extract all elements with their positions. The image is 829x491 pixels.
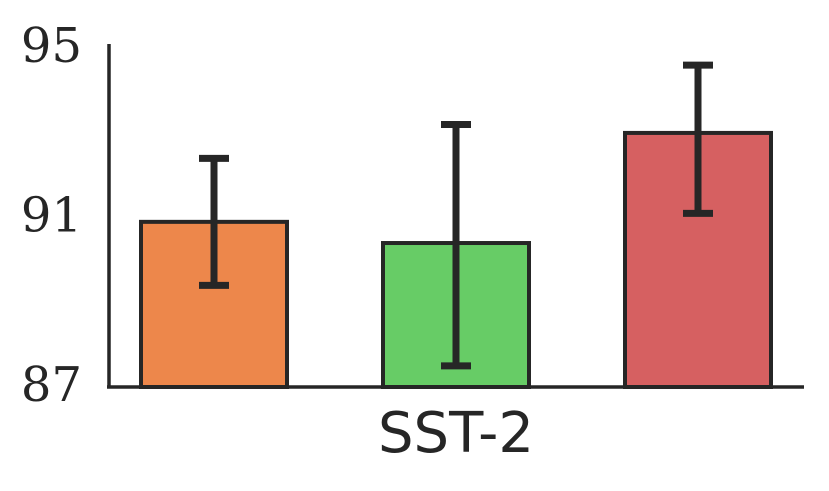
y-tick-labels: 87 91 95	[21, 18, 82, 413]
x-tick-label-sst-2: SST-2	[378, 401, 534, 466]
y-tick-label-91: 91	[21, 187, 82, 243]
bars-layer	[139, 61, 773, 389]
axes-layer	[107, 44, 804, 389]
error-bar-1	[199, 154, 229, 289]
y-tick-label-95: 95	[21, 18, 82, 74]
error-bar-3	[683, 61, 713, 217]
error-bar-2	[441, 120, 471, 370]
y-tick-label-87: 87	[21, 357, 82, 413]
